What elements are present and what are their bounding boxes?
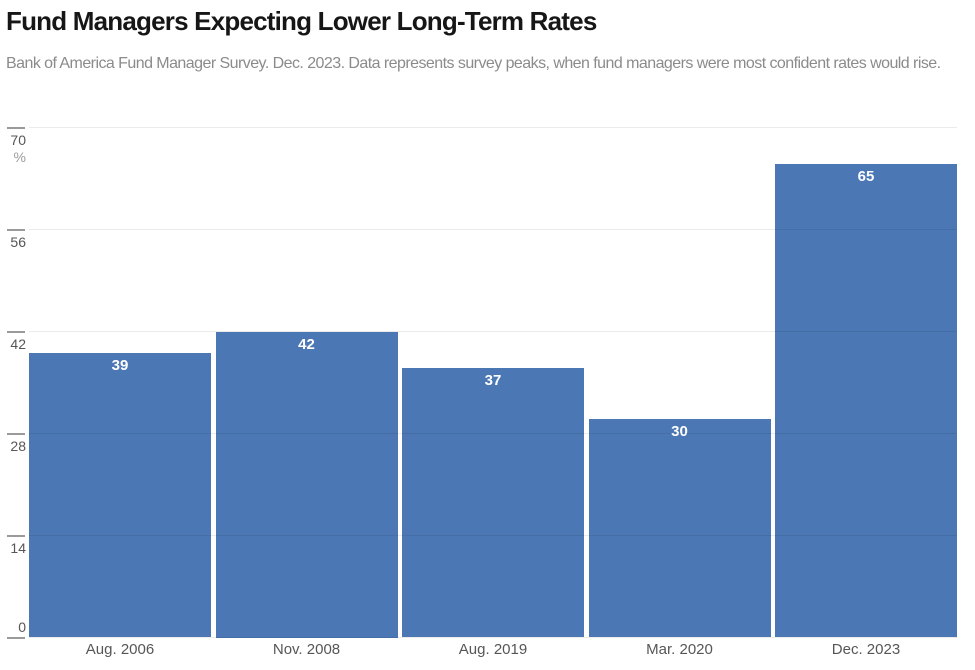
chart-subtitle: Bank of America Fund Manager Survey. Dec… bbox=[6, 55, 941, 72]
gridline bbox=[29, 331, 957, 332]
y-tick-mark bbox=[7, 330, 25, 333]
y-tick-label: 28 bbox=[10, 437, 26, 454]
bar-value-label: 30 bbox=[671, 422, 688, 440]
bar: 37 bbox=[402, 367, 584, 638]
y-unit-label: % bbox=[13, 148, 26, 165]
gridline bbox=[29, 433, 957, 434]
chart-title: Fund Managers Expecting Lower Long-Term … bbox=[6, 6, 597, 36]
gridline bbox=[29, 535, 957, 536]
bar-value-label: 37 bbox=[484, 371, 502, 389]
y-tick-label: 14 bbox=[10, 539, 26, 556]
gridline bbox=[29, 127, 957, 128]
y-tick-mark bbox=[7, 432, 25, 435]
y-tick-label: 42 bbox=[10, 335, 26, 352]
y-tick-mark bbox=[7, 636, 25, 639]
bar: 42 bbox=[215, 331, 398, 638]
gridline bbox=[29, 637, 957, 638]
x-axis-label: Aug. 2006 bbox=[85, 641, 155, 658]
bar: 39 bbox=[29, 353, 211, 638]
bar: 30 bbox=[588, 418, 771, 638]
bar-value-label: 65 bbox=[857, 167, 875, 185]
x-axis-label: Aug. 2019 bbox=[458, 641, 528, 658]
bar-value-label: 42 bbox=[298, 335, 315, 353]
y-tick-mark bbox=[7, 228, 25, 231]
y-tick-label: 56 bbox=[10, 233, 26, 250]
y-tick-label: 70 bbox=[10, 131, 26, 148]
x-axis-label: Nov. 2008 bbox=[272, 641, 341, 658]
x-axis-label: Mar. 2020 bbox=[646, 641, 713, 658]
y-tick-label: 0 bbox=[18, 618, 26, 635]
bar-value-label: 39 bbox=[111, 357, 129, 375]
x-axis-label: Dec. 2023 bbox=[831, 641, 901, 658]
y-tick-mark bbox=[7, 126, 25, 129]
gridline bbox=[29, 229, 957, 230]
y-tick-mark bbox=[7, 534, 25, 537]
bar: 65 bbox=[775, 163, 957, 638]
